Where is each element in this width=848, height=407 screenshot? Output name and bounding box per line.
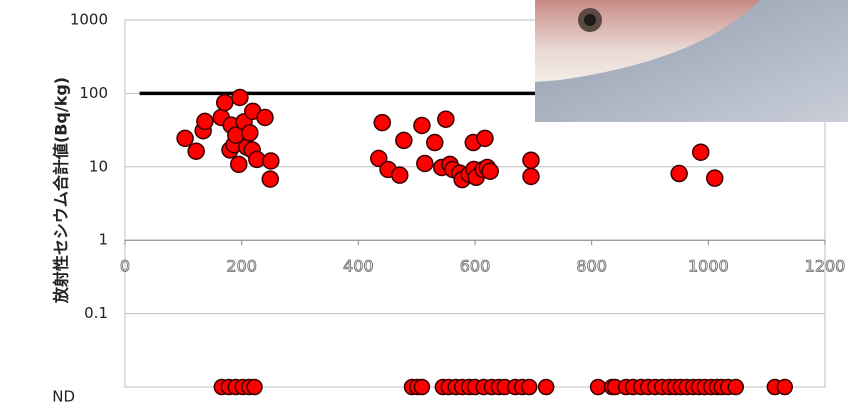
y-tick-label: 100 bbox=[79, 84, 108, 102]
point bbox=[370, 149, 388, 168]
y-tick-label: ND bbox=[52, 388, 75, 406]
point bbox=[692, 143, 710, 161]
y-tick-label: 1000 bbox=[70, 11, 108, 29]
point bbox=[256, 108, 274, 127]
photo bbox=[535, 0, 848, 122]
y-tick-label: 10 bbox=[89, 157, 108, 175]
point bbox=[187, 142, 205, 160]
point bbox=[261, 170, 279, 188]
point bbox=[373, 113, 391, 132]
point bbox=[230, 155, 248, 174]
y-tick-label: 0.1 bbox=[84, 304, 108, 322]
x-tick-label: 1200 bbox=[805, 257, 846, 276]
point bbox=[176, 129, 194, 148]
point bbox=[426, 133, 444, 152]
nd-point bbox=[246, 378, 263, 396]
nd-point bbox=[521, 378, 538, 396]
point bbox=[522, 167, 540, 186]
point bbox=[437, 110, 455, 128]
point bbox=[241, 124, 259, 142]
y-axis-label: 放射性セシウム合計値(Bq/kg) bbox=[52, 77, 71, 304]
point bbox=[413, 116, 431, 135]
point bbox=[706, 169, 724, 187]
marks bbox=[139, 88, 825, 396]
x-tick-label: 400 bbox=[343, 257, 374, 276]
nd-point bbox=[413, 378, 431, 396]
point bbox=[262, 152, 280, 170]
x-tick-label: 0 bbox=[120, 257, 130, 276]
point bbox=[231, 88, 249, 107]
point bbox=[196, 112, 214, 131]
point bbox=[391, 166, 409, 184]
x-tick-label: 200 bbox=[226, 257, 257, 276]
x-tick-label: 800 bbox=[576, 257, 607, 276]
nd-point bbox=[776, 378, 793, 396]
nd-point bbox=[727, 378, 744, 396]
x-tick-label: 600 bbox=[460, 257, 491, 276]
point bbox=[416, 154, 434, 173]
point bbox=[670, 164, 688, 183]
point bbox=[216, 93, 234, 112]
nd-point bbox=[589, 378, 607, 396]
x-tick-label: 1000 bbox=[688, 257, 729, 276]
point bbox=[476, 129, 494, 148]
nd-point bbox=[537, 378, 555, 396]
point bbox=[481, 162, 499, 180]
point bbox=[522, 151, 540, 169]
y-tick-label: 1 bbox=[98, 231, 108, 249]
point bbox=[395, 131, 413, 150]
